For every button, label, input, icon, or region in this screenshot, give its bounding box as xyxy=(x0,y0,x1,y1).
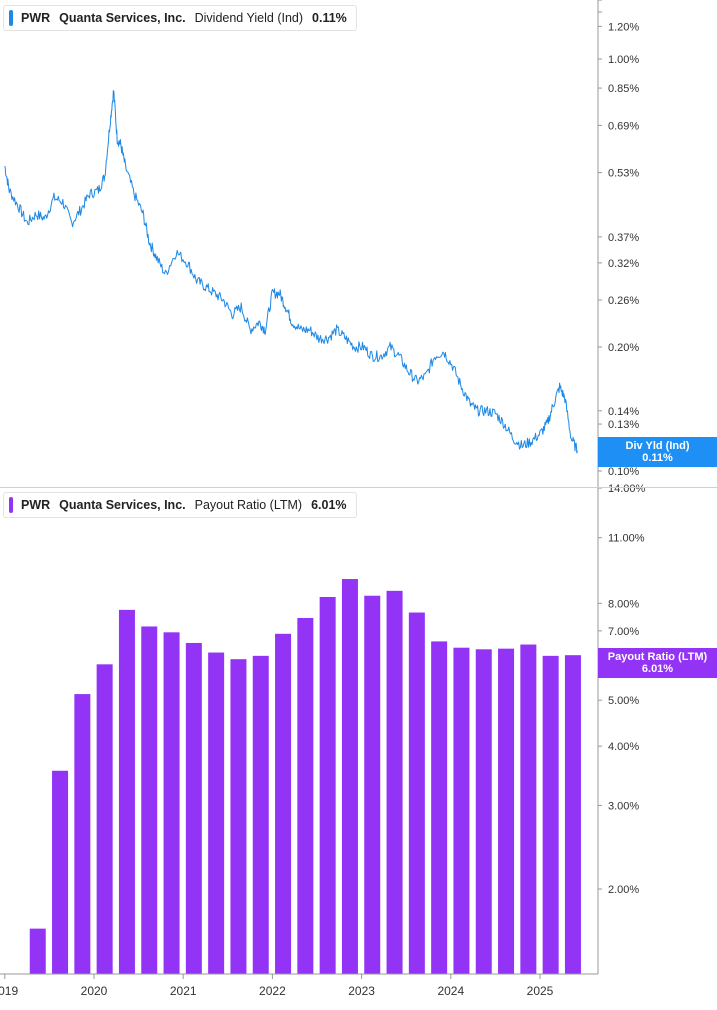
payout-axis-tick-label: 7.00% xyxy=(608,626,639,638)
top-legend-ticker: PWR xyxy=(21,11,51,25)
yield-axis-tick-label: 0.37% xyxy=(608,232,639,244)
payout-bar xyxy=(475,649,492,974)
bottom-legend-company: Quanta Services, Inc. xyxy=(59,498,186,512)
payout-bar xyxy=(364,595,381,974)
payout-bar xyxy=(520,644,537,974)
yield-flag-value: 0.11% xyxy=(642,452,673,464)
time-axis-tick-label: 2020 xyxy=(81,984,108,998)
payout-bar xyxy=(431,641,448,974)
payout-bar xyxy=(341,579,358,974)
yield-axis-tick-label: 0.53% xyxy=(608,168,639,180)
payout-axis-tick-label: 2.00% xyxy=(608,884,639,896)
yield-swatch xyxy=(9,10,13,26)
payout-bar xyxy=(453,647,470,974)
payout-bar xyxy=(163,632,180,974)
payout-bars xyxy=(29,579,581,974)
payout-bar xyxy=(96,664,113,974)
payout-bar xyxy=(564,655,581,974)
payout-axis-tick-label: 4.00% xyxy=(608,741,639,753)
payout-bar xyxy=(185,642,202,974)
payout-axis: 14.00% 11.00% 8.00% 7.00% 5.00% 4.00% 3.00% 2.0… xyxy=(598,483,646,896)
payout-flag: Payout Ratio (LTM) 6.01% xyxy=(598,648,717,678)
payout-bar xyxy=(118,609,135,974)
yield-axis-tick-label: 0.85% xyxy=(608,83,639,95)
yield-axis-tick-label: 0.13% xyxy=(608,419,639,431)
payout-bar xyxy=(252,655,269,974)
bottom-legend: PWR Quanta Services, Inc. Payout Ratio (… xyxy=(3,492,357,518)
bottom-legend-value: 6.01% xyxy=(311,498,347,512)
payout-axis-tick-label: 3.00% xyxy=(608,800,639,812)
yield-axis-tick-label: 1.20% xyxy=(608,21,639,33)
time-axis-tick-label: 2019 xyxy=(0,984,18,998)
yield-axis: 1.20% 1.00% 0.85% 0.69% 0.53% 0.37% 0.32% 0.26%… xyxy=(598,0,639,478)
payout-bar xyxy=(29,928,46,974)
yield-axis-tick-label: 0.26% xyxy=(608,295,639,307)
yield-axis-tick-label: 0.69% xyxy=(608,120,639,132)
bottom-legend-metric: Payout Ratio (LTM) xyxy=(194,498,303,512)
payout-axis-tick-label: 5.00% xyxy=(608,695,639,707)
payout-swatch xyxy=(9,497,13,513)
top-legend-company: Quanta Services, Inc. xyxy=(59,11,186,25)
top-legend-metric: Dividend Yield (Ind) xyxy=(194,11,304,25)
payout-bar xyxy=(297,617,314,974)
time-axis-tick-label: 2021 xyxy=(170,984,197,998)
payout-bar xyxy=(230,659,247,974)
payout-bar xyxy=(208,652,225,974)
yield-axis-tick-label: 0.20% xyxy=(608,342,639,354)
payout-bar xyxy=(319,596,336,974)
yield-flag: Div Yld (Ind) 0.11% xyxy=(598,437,717,467)
payout-bar xyxy=(74,694,91,974)
payout-bar xyxy=(408,612,425,974)
yield-axis-tick-label: 1.00% xyxy=(608,54,639,66)
yield-axis-tick-label: 0.14% xyxy=(608,406,639,418)
time-axis-tick-label: 2022 xyxy=(259,984,286,998)
payout-bar xyxy=(52,770,69,974)
bottom-legend-ticker: PWR xyxy=(21,498,51,512)
time-axis: 2019 2020 2021 2022 2023 2024 2025 xyxy=(0,974,554,998)
payout-bar xyxy=(542,655,559,974)
yield-axis-tick-label: 0.32% xyxy=(608,258,639,270)
payout-bar xyxy=(141,626,158,974)
payout-axis-tick-label: 14.00% xyxy=(608,483,646,495)
top-legend-value: 0.11% xyxy=(312,11,347,25)
time-axis-tick-label: 2023 xyxy=(348,984,375,998)
payout-flag-value: 6.01% xyxy=(641,663,674,675)
payout-axis-tick-label: 8.00% xyxy=(608,598,639,610)
payout-bar xyxy=(498,648,515,974)
payout-flag-label: Payout Ratio (LTM) xyxy=(607,651,708,663)
yield-flag-label: Div Yld (Ind) xyxy=(625,440,690,452)
payout-bar xyxy=(386,590,403,974)
time-axis-tick-label: 2024 xyxy=(437,984,464,998)
yield-line xyxy=(4,90,578,454)
payout-bar xyxy=(275,633,292,974)
time-axis-tick-label: 2025 xyxy=(527,984,554,998)
yield-axis-tick-label: 0.10% xyxy=(608,466,639,478)
top-legend: PWR Quanta Services, Inc. Dividend Yield… xyxy=(3,5,357,31)
payout-axis-tick-label: 11.00% xyxy=(608,533,645,545)
